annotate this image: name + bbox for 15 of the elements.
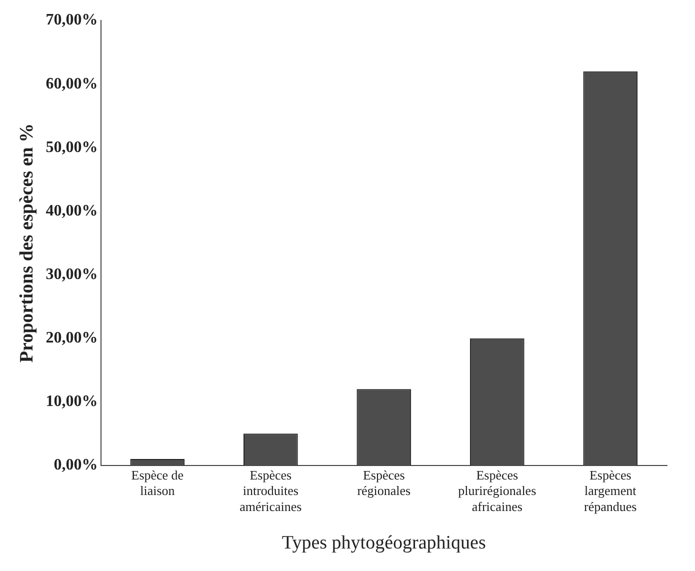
x-tick-label: Espèce de liaison bbox=[131, 468, 184, 498]
x-tick-label: Espèces régionales bbox=[357, 468, 411, 498]
x-tick-label: Espèces plurirégionales africaines bbox=[458, 468, 536, 514]
y-tick-label: 60,00% bbox=[46, 75, 98, 92]
y-tick-label: 50,00% bbox=[46, 138, 98, 156]
y-tick-label: 0,00% bbox=[54, 456, 98, 474]
y-tick-label: 40,00% bbox=[46, 202, 98, 220]
x-tick-label: Espèces introduites américaines bbox=[240, 468, 302, 514]
x-tick-label: Espèces largement répandues bbox=[584, 468, 637, 514]
y-axis-title: Proportions des espèces en % bbox=[16, 123, 38, 363]
y-tick-label: 70,00% bbox=[46, 12, 98, 29]
y-tick-label: 10,00% bbox=[46, 393, 98, 410]
y-tick-label: 30,00% bbox=[46, 266, 98, 283]
y-tick-label: 20,00% bbox=[46, 329, 98, 346]
x-axis-title: Types phytogéographiques bbox=[282, 532, 486, 554]
